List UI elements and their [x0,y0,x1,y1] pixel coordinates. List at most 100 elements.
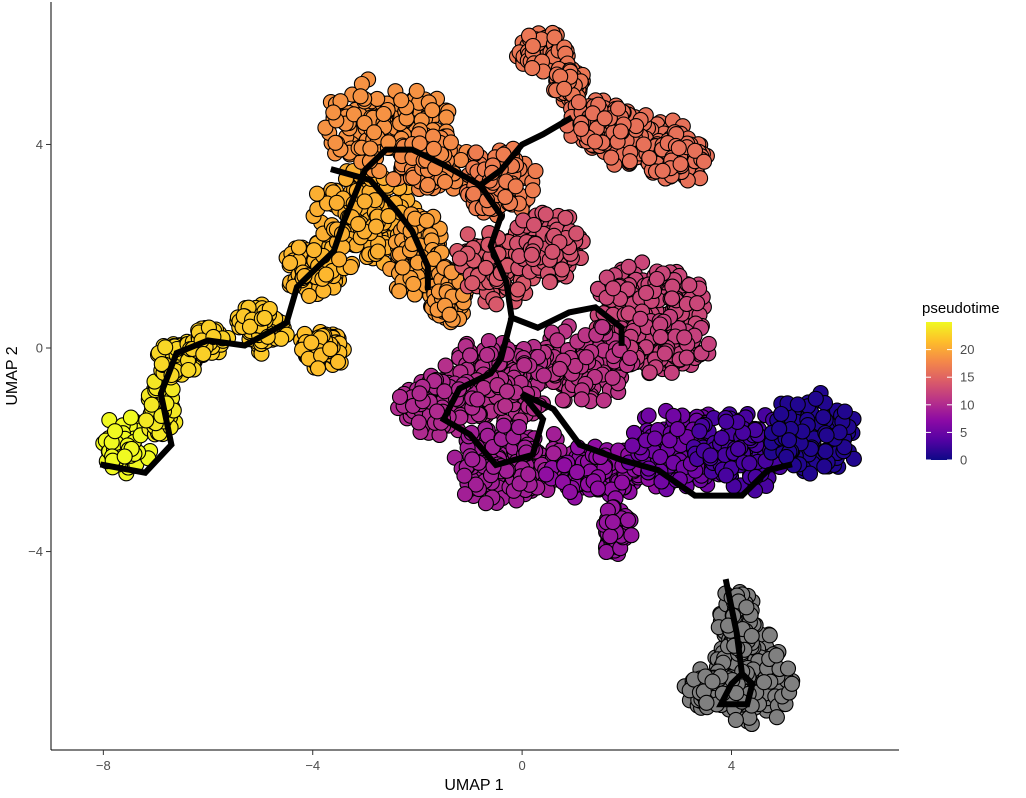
cell-point [738,599,755,616]
cell-point [143,396,160,413]
cell-point [436,383,453,400]
cell-point [477,495,494,512]
cell-point [741,455,758,472]
cell-point [783,675,800,692]
cell-point [456,486,474,503]
cell-point [602,528,619,545]
cell-point [570,94,587,111]
cell-point [768,709,785,726]
cell-point [672,156,689,173]
cell-point [698,694,715,711]
cell-point [411,385,428,402]
cell-point [523,246,540,263]
cell-point [509,281,526,298]
cell-point [605,280,622,297]
cell-point [393,92,410,109]
cell-point [342,259,359,276]
cell-point [670,140,687,157]
cell-point [604,369,621,386]
cell-point [598,543,615,561]
cell-point [553,261,571,278]
cell-point [700,335,717,352]
cell-point [438,109,455,126]
cell-point [507,178,524,195]
legend-tick-label: 10 [960,397,974,412]
cell-point [535,367,552,384]
cell-point [718,413,735,430]
cell-point [561,483,579,501]
cell-point [516,357,533,374]
cell-point [469,391,486,408]
x-tick-label: 4 [728,758,735,773]
cell-point [308,185,326,202]
cell-point [488,296,505,313]
cell-point [610,100,627,117]
x-tick-label: 0 [518,758,525,773]
cell-point [122,409,139,426]
cell-point [328,194,345,211]
cell-point [441,306,458,323]
cell-point [604,514,621,531]
cell-point [621,349,639,367]
cell-point [656,345,673,362]
cell-point [527,163,544,180]
cell-point [730,440,747,458]
y-axis-title: UMAP 2 [4,346,21,405]
cell-point [612,123,629,140]
cell-point [424,102,441,119]
legend: pseudotime 0 5 10 15 20 [922,300,1000,468]
cell-point [727,711,744,728]
cell-point [410,414,427,431]
cell-point [356,193,373,210]
cell-point [497,188,514,205]
cell-point [510,419,528,436]
y-axis-ticks: −4 0 4 [28,137,51,559]
cell-point [352,88,369,105]
cell-point [669,421,686,438]
cell-point [545,426,562,443]
cell-point [525,216,543,233]
cell-point [138,412,155,429]
cell-point [408,82,425,99]
cell-point [831,424,848,441]
cell-point [589,480,606,497]
cell-point [568,464,586,481]
cell-point [459,226,476,243]
x-tick-label: −8 [96,758,111,773]
cell-point [624,437,641,454]
cell-point [456,467,473,484]
cell-point [309,360,327,377]
cell-point [436,173,454,190]
cell-point [779,660,797,677]
cell-point [836,403,853,420]
cell-point [713,429,730,447]
cell-point [524,37,541,55]
cell-point [331,251,348,268]
cell-point [442,134,459,151]
cell-point [619,512,637,529]
cell-point [325,104,342,121]
cell-point [425,140,442,157]
cell-point [648,270,665,288]
cell-point [556,80,573,97]
cell-point [356,114,373,132]
cell-point [663,364,680,381]
cell-point [541,274,558,291]
cell-point [546,29,563,46]
cell-point [362,140,379,157]
cell-point [594,319,611,336]
legend-title: pseudotime [922,300,1000,317]
legend-colorbar [926,322,952,460]
cell-point [778,448,795,465]
cell-point [241,318,259,335]
cell-point [635,136,652,153]
cell-point [380,208,397,225]
cell-point [641,149,658,166]
x-axis-ticks: −8 −4 0 4 [96,750,735,773]
cell-point [385,171,402,188]
legend-tick-label: 0 [960,453,967,468]
cell-point [586,133,604,150]
cell-point [573,120,590,137]
cell-point [663,290,681,307]
y-tick-label: 0 [36,341,43,356]
